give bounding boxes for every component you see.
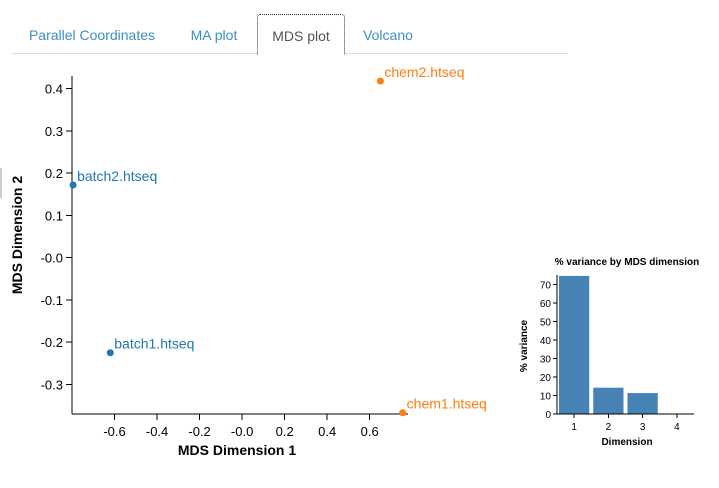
variance-y-tick-label: 70: [540, 280, 552, 291]
tab-bar: Parallel Coordinates MA plot MDS plot Vo…: [12, 14, 568, 55]
mds-scatter-plot: 0.40.30.20.1-0.0-0.1-0.2-0.3 -0.6 -0.4 -0.…: [9, 64, 487, 458]
tab-volcano[interactable]: Volcano: [363, 27, 413, 43]
x-tick-label: -0.0: [231, 424, 253, 439]
variance-bar[interactable]: [559, 275, 590, 414]
x-tick-label: 0.2: [276, 424, 294, 439]
variance-x-tick-label: 1: [571, 422, 577, 433]
y-tick-label: 0.3: [45, 124, 63, 139]
sample-label: chem2.htseq: [384, 64, 464, 80]
variance-y-tick-label: 0: [545, 410, 551, 421]
variance-bar-chart: % variance by MDS dimension 0 10 20 30 40 50 6…: [519, 257, 699, 448]
x-tick-label: 0.6: [361, 424, 379, 439]
variance-bar[interactable]: [627, 393, 658, 414]
variance-x-axis: 1 2 3 4: [557, 413, 694, 433]
variance-y-tick-label: 10: [540, 391, 552, 402]
x-tick-label: 0.4: [318, 424, 336, 439]
tab-ma-plot[interactable]: MA plot: [190, 27, 238, 43]
x-axis: -0.6 -0.4 -0.2 -0.0 0.2 0.4 0.6: [72, 413, 408, 439]
sample-label: chem1.htseq: [407, 396, 487, 412]
sample-label: batch1.htseq: [114, 336, 194, 352]
tab-mds-plot[interactable]: MDS plot: [257, 14, 345, 55]
y-tick-label: 0.2: [45, 166, 63, 181]
variance-y-tick-label: 50: [540, 317, 552, 328]
y-axis: 0.4 0.3 0.2 0.1 -0.0 -0.1 -0.2 -0.3: [41, 76, 73, 414]
variance-x-tick-label: 2: [606, 422, 612, 433]
y-tick-label: -0.3: [41, 377, 63, 392]
x-tick-label: -0.6: [103, 424, 125, 439]
variance-y-tick-label: 20: [540, 373, 552, 384]
y-axis-label: MDS Dimension 2: [9, 176, 25, 294]
variance-x-axis-label: Dimension: [601, 437, 652, 448]
panel-edge: [0, 168, 2, 198]
sample-point[interactable]: [376, 77, 384, 85]
variance-y-tick-label: 40: [540, 336, 552, 347]
variance-bar[interactable]: [593, 387, 624, 414]
variance-y-tick-label: 30: [540, 354, 552, 365]
sample-label: batch2.htseq: [77, 168, 157, 184]
points-layer: chem2.htseq batch2.htseq batch1.htseq chem1…: [69, 64, 487, 417]
x-tick-label: -0.2: [188, 424, 210, 439]
y-tick-label: 0.1: [45, 208, 63, 223]
variance-bars: [559, 275, 658, 414]
x-axis-label: MDS Dimension 1: [178, 442, 296, 458]
variance-x-tick-label: 3: [640, 422, 646, 433]
variance-y-axis-label: % variance: [519, 319, 530, 372]
variance-chart-title: % variance by MDS dimension: [555, 257, 700, 268]
y-tick-label: 0.4: [45, 82, 63, 97]
y-tick-label: -0.0: [41, 251, 63, 266]
sample-point[interactable]: [399, 409, 407, 417]
tab-parallel-coordinates[interactable]: Parallel Coordinates: [28, 27, 156, 43]
sample-point[interactable]: [106, 349, 114, 357]
y-tick-label: -0.1: [41, 293, 63, 308]
y-tick-label: -0.2: [41, 335, 63, 350]
variance-x-tick-label: 4: [674, 422, 680, 433]
variance-y-tick-label: 60: [540, 299, 552, 310]
variance-y-axis: 0 10 20 30 40 50 60 70: [540, 275, 558, 421]
sample-point[interactable]: [69, 181, 77, 189]
x-tick-label: -0.4: [146, 424, 168, 439]
